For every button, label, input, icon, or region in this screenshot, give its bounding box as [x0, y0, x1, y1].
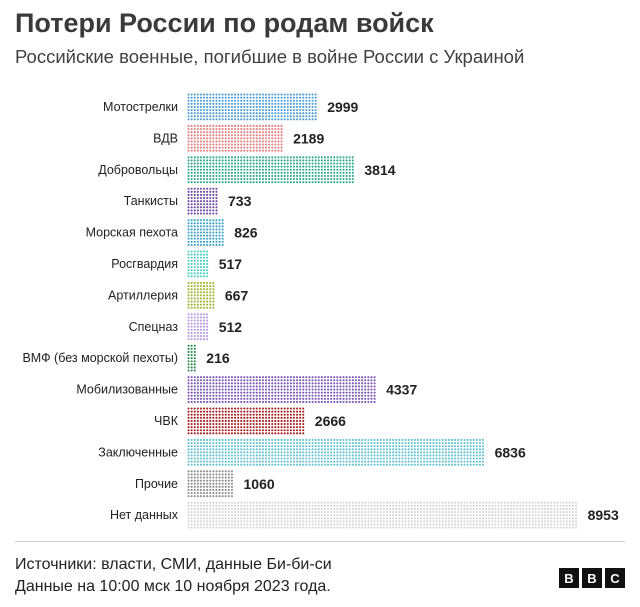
- logo-letter: C: [605, 568, 625, 588]
- bar: [187, 219, 224, 246]
- category-label: Заключенные: [98, 445, 178, 459]
- category-label: Мотострелки: [103, 100, 178, 114]
- bar-row: Добровольцы 3814: [98, 156, 396, 184]
- value-label: 517: [219, 256, 243, 272]
- value-label: 2999: [327, 99, 358, 115]
- category-label: Артиллерия: [108, 288, 178, 302]
- bar: [187, 407, 305, 435]
- footer-divider: [15, 541, 625, 542]
- category-label: Нет данных: [110, 508, 179, 522]
- value-label: 4337: [386, 382, 417, 398]
- bar: [187, 438, 485, 466]
- bar: [187, 376, 376, 404]
- value-label: 667: [225, 287, 249, 303]
- date-note: Данные на 10:00 мск 10 ноября 2023 года.: [15, 578, 331, 595]
- value-label: 826: [234, 225, 258, 241]
- bar-row: Нет данных 8953: [110, 501, 619, 529]
- value-label: 2666: [315, 413, 346, 429]
- value-label: 1060: [244, 476, 275, 492]
- logo-letter: B: [582, 568, 602, 588]
- value-label: 3814: [364, 162, 395, 178]
- bar-row: Прочие 1060: [135, 470, 275, 498]
- source-note: Источники: власти, СМИ, данные Би-би-си: [15, 556, 332, 573]
- value-label: 733: [228, 193, 252, 209]
- value-label: 216: [206, 350, 230, 366]
- category-label: ВМФ (без морской пехоты): [22, 351, 178, 365]
- bar-row: Заключенные 6836: [98, 438, 526, 466]
- value-label: 6836: [495, 444, 526, 460]
- bar-row: Артиллерия 667: [108, 281, 249, 309]
- bar-row: ЧВК 2666: [154, 407, 346, 435]
- category-label: Морская пехота: [86, 226, 178, 240]
- value-label: 8953: [588, 507, 619, 523]
- bar: [187, 501, 578, 529]
- bar: [187, 281, 215, 309]
- category-label: Росгвардия: [111, 257, 178, 271]
- chart-subtitle: Российские военные, погибшие в войне Рос…: [15, 46, 525, 67]
- bar-chart: Мотострелки 2999 ВДВ 2189 Добровольцы 3814 Тан…: [22, 93, 619, 529]
- bar-row: ВМФ (без морской пехоты) 216: [22, 344, 230, 372]
- bar: [187, 344, 196, 372]
- bar: [187, 250, 209, 278]
- bar-row: ВДВ 2189: [153, 124, 324, 152]
- bar: [187, 124, 283, 152]
- category-label: ВДВ: [153, 131, 178, 145]
- bar-row: Морская пехота 826: [86, 219, 258, 246]
- category-label: Мобилизованные: [76, 383, 178, 397]
- category-label: Спецназ: [129, 320, 179, 334]
- bar: [187, 156, 354, 184]
- category-label: Прочие: [135, 477, 178, 491]
- category-label: Добровольцы: [98, 163, 178, 177]
- chart-title: Потери России по родам войск: [15, 8, 434, 38]
- category-label: Танкисты: [124, 194, 178, 208]
- bar-row: Росгвардия 517: [111, 250, 243, 278]
- bar: [187, 470, 233, 498]
- bar: [187, 313, 209, 341]
- bar-row: Танкисты 733: [124, 187, 252, 215]
- bar-row: Мобилизованные 4337: [76, 376, 417, 404]
- bbc-logo: B B C: [559, 568, 625, 588]
- bar-row: Спецназ 512: [129, 313, 243, 341]
- value-label: 512: [219, 319, 243, 335]
- category-label: ЧВК: [154, 414, 179, 428]
- bar: [187, 187, 218, 215]
- bar: [187, 93, 317, 121]
- bar-row: Мотострелки 2999: [103, 93, 359, 121]
- value-label: 2189: [293, 130, 324, 146]
- logo-letter: B: [559, 568, 579, 588]
